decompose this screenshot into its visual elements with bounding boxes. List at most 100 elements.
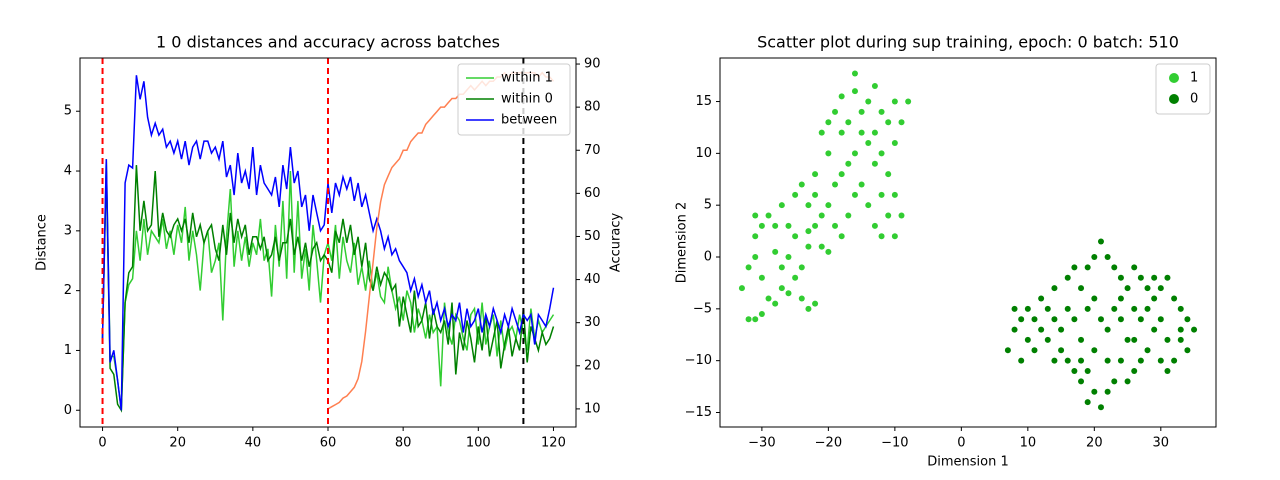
scatter-point — [818, 129, 825, 136]
scatter-point — [1051, 316, 1058, 323]
x-tick-label: 0 — [957, 436, 965, 451]
axes-frame — [79, 57, 577, 428]
scatter-point — [758, 222, 765, 229]
scatter-point — [798, 181, 805, 188]
scatter-point — [1117, 316, 1124, 323]
scatter-point — [812, 191, 819, 198]
legend-label: 0 — [1190, 92, 1198, 107]
scatter-point — [871, 129, 878, 136]
scatter-point — [1078, 378, 1085, 385]
scatter-point — [1064, 357, 1071, 364]
scatter-point — [1144, 305, 1151, 312]
scatter-point — [898, 119, 905, 126]
plot-area — [101, 58, 555, 427]
scatter-point — [845, 160, 852, 167]
scatter-point — [1084, 264, 1091, 271]
legend-swatch — [1169, 73, 1179, 83]
scatter-point — [1111, 378, 1118, 385]
x-tick-label: 0 — [98, 436, 106, 451]
y-tick-label: 2 — [64, 283, 72, 298]
scatter-point — [785, 254, 792, 261]
scatter-point — [851, 150, 858, 157]
scatter-point — [1051, 357, 1058, 364]
scatter-point — [1151, 295, 1158, 302]
scatter-point — [1164, 274, 1171, 281]
scatter-point — [1157, 357, 1164, 364]
scatter-point — [772, 222, 779, 229]
scatter-point — [871, 222, 878, 229]
scatter-point — [1124, 378, 1131, 385]
scatter-point — [825, 119, 832, 126]
scatter-point — [765, 212, 772, 219]
legend-swatch — [1169, 94, 1179, 104]
scatter-point — [745, 264, 752, 271]
y-tick-label: 4 — [64, 164, 72, 179]
y-tick-label: 5 — [704, 198, 712, 213]
scatter-point — [1137, 274, 1144, 281]
scatter-point — [765, 295, 772, 302]
scatter-point — [785, 290, 792, 297]
scatter-point — [825, 202, 832, 209]
panel: 1 0 distances and accuracy across batche… — [35, 33, 624, 451]
axes-frame — [719, 57, 1217, 428]
scatter-point — [832, 222, 839, 229]
legend-label: 1 — [1190, 71, 1198, 86]
scatter-point — [891, 139, 898, 146]
scatter-point — [792, 274, 799, 281]
scatter-point — [832, 181, 839, 188]
scatter-point — [1157, 316, 1164, 323]
scatter-point — [778, 202, 785, 209]
scatter-point — [845, 119, 852, 126]
scatter-point — [1078, 357, 1085, 364]
scatter-point — [825, 248, 832, 255]
x-tick-label: 20 — [1086, 436, 1103, 451]
scatter-point — [792, 191, 799, 198]
y-tick-label: 15 — [695, 94, 712, 109]
y-tick-label: 5 — [64, 104, 72, 119]
panel: Scatter plot during sup training, epoch:… — [675, 33, 1217, 470]
scatter-point — [1091, 254, 1098, 261]
scatter-point — [752, 254, 759, 261]
scatter-point — [1164, 368, 1171, 375]
scatter-point — [1104, 254, 1111, 261]
scatter-point — [851, 191, 858, 198]
scatter-point — [1111, 305, 1118, 312]
x-tick-label: 60 — [320, 436, 337, 451]
scatter-point — [1091, 388, 1098, 395]
x-tick-label: −30 — [748, 436, 775, 451]
scatter-point — [1184, 347, 1191, 354]
scatter-point — [1011, 326, 1018, 333]
scatter-point — [858, 108, 865, 115]
scatter-point — [838, 233, 845, 240]
scatter-point — [805, 305, 812, 312]
y2-tick-label: 30 — [584, 315, 601, 330]
scatter-point — [1104, 388, 1111, 395]
y2-tick-label: 80 — [584, 100, 601, 115]
scatter-point — [865, 98, 872, 105]
scatter-point — [758, 274, 765, 281]
scatter-point — [905, 98, 912, 105]
y-tick-label: −5 — [693, 301, 712, 316]
scatter-point — [865, 202, 872, 209]
scatter-point — [1084, 368, 1091, 375]
scatter-point — [778, 285, 785, 292]
scatter-point — [1164, 336, 1171, 343]
scatter-point — [812, 300, 819, 307]
scatter-point — [885, 212, 892, 219]
scatter-point — [792, 233, 799, 240]
scatter-point — [805, 228, 812, 235]
scatter-point — [1144, 285, 1151, 292]
scatter-point — [871, 160, 878, 167]
scatter-point — [805, 202, 812, 209]
y-tick-label: 10 — [695, 146, 712, 161]
scatter-point — [851, 88, 858, 95]
scatter-point — [1124, 285, 1131, 292]
x-tick-label: 80 — [395, 436, 412, 451]
scatter-point — [1078, 285, 1085, 292]
scatter-point — [891, 98, 898, 105]
scatter-point — [1018, 357, 1025, 364]
scatter-point — [878, 191, 885, 198]
scatter-point — [1177, 326, 1184, 333]
scatter-point — [891, 233, 898, 240]
